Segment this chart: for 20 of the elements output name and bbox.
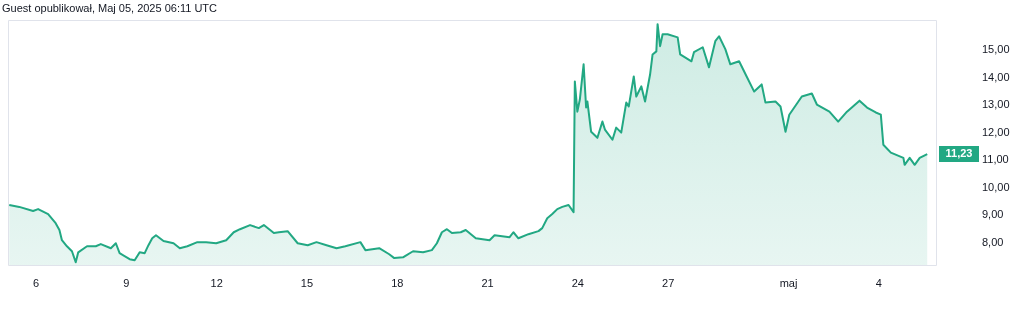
y-tick-label: 15,00 [982,43,1010,56]
y-tick-label: 10,00 [982,180,1010,193]
y-tick-label: 8,00 [982,235,1004,248]
y-tick-label: 13,00 [982,98,1010,111]
x-tick-label: 21 [481,276,494,289]
y-tick-label: 14,00 [982,70,1010,83]
chart-title: Guest opublikował, Maj 05, 2025 06:11 UTC [2,2,218,14]
y-tick-label: 12,00 [982,125,1010,138]
x-tick-label: 4 [875,276,882,289]
y-tick-label: 11,00 [982,153,1009,166]
annotation: 11,23 [945,147,973,160]
x-tick-label: 9 [123,276,130,289]
y-tick-label: 9,00 [982,208,1004,221]
x-tick-label: 24 [571,276,584,289]
x-tick-label: 15 [300,276,314,289]
x-tick-label: 12 [210,276,223,289]
x-tick-label: maj [779,276,798,289]
x-tick-label: 27 [662,276,675,289]
x-tick-label: 18 [391,276,404,289]
x-tick-label: 6 [33,276,40,289]
